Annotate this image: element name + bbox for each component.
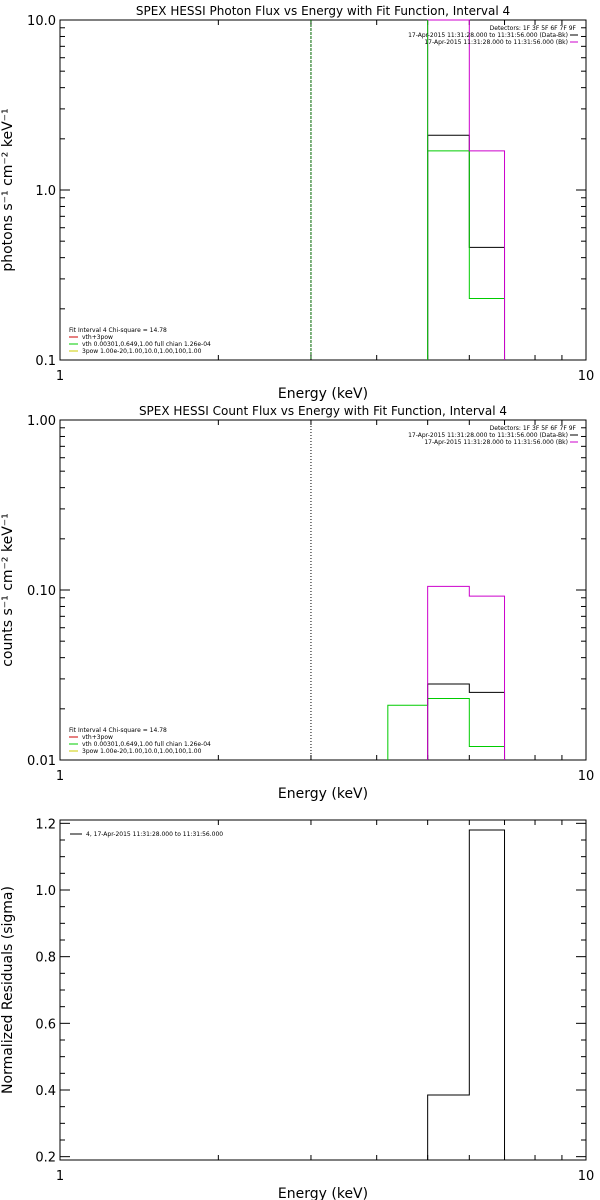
y-tick-label: 0.1	[35, 354, 56, 369]
series-1-histogram	[387, 698, 506, 760]
chart-title: SPEX HESSI Photon Flux vs Energy with Fi…	[136, 4, 510, 18]
x-tick-label: 10	[578, 769, 595, 784]
y-axis-label: photons s⁻¹ cm⁻² keV⁻¹	[0, 108, 16, 271]
y-tick-label: 1.00	[27, 414, 56, 429]
y-tick-label: 0.10	[27, 584, 56, 599]
legend-entry: 4, 17-Apr-2015 11:31:28.000 to 11:31:56.…	[86, 831, 223, 838]
y-tick-label: 1.2	[35, 817, 56, 832]
legend-entry: vth 0.00301,0.649,1.00 full chian 1.26e-…	[82, 341, 211, 348]
panel-1	[59, 19, 587, 361]
plot-frame	[59, 419, 587, 761]
y-axis-label: counts s⁻¹ cm⁻² keV⁻¹	[0, 513, 16, 667]
legend-entry: vth+3pow	[82, 334, 113, 341]
legend-header: Fit Interval 4 Chi-square = 14.78	[69, 727, 167, 734]
y-axis-label: Normalized Residuals (sigma)	[0, 886, 16, 1094]
x-tick-label: 1	[56, 369, 64, 384]
y-tick-label: 0.01	[27, 754, 56, 769]
y-tick-label: 10.0	[27, 14, 56, 29]
chart-title: SPEX HESSI Count Flux vs Energy with Fit…	[139, 404, 507, 418]
legend-header: Detectors: 1F 3F 5F 6F 7F 9F	[490, 425, 577, 432]
x-tick-label: 1	[56, 769, 64, 784]
x-tick-label: 1	[56, 1169, 64, 1184]
legend-header: Detectors: 1F 3F 5F 6F 7F 9F	[490, 25, 577, 32]
y-tick-label: 0.6	[35, 1017, 56, 1032]
series-2-histogram	[427, 150, 506, 360]
legend-header: Fit Interval 4 Chi-square = 14.78	[69, 327, 167, 334]
legend-entry: 3pow 1.00e-20,1.00,10.0,1.00,100,1.00	[82, 748, 202, 755]
y-tick-label: 1.0	[35, 184, 56, 199]
panel-2	[59, 419, 587, 761]
legend-entry: 17-Apr-2015 11:31:28.000 to 11:31:56.000…	[408, 432, 568, 439]
legend-entry: vth+3pow	[82, 734, 113, 741]
series-1-histogram	[427, 829, 506, 1160]
y-tick-label: 0.2	[35, 1151, 56, 1166]
legend-entry: 3pow 1.00e-20,1.00,10.0,1.00,100,1.00	[82, 348, 202, 355]
x-tick-label: 10	[578, 1169, 595, 1184]
series-2-histogram	[427, 683, 506, 760]
legend-entry: 17-Apr-2015 11:31:28.000 to 11:31:56.000…	[424, 39, 568, 46]
legend-entry: vth 0.00301,0.649,1.00 full chian 1.26e-…	[82, 741, 211, 748]
y-tick-label: 0.4	[35, 1084, 56, 1099]
x-axis-label: Energy (keV)	[278, 1186, 368, 1200]
legend-entry: 17-Apr-2015 11:31:28.000 to 11:31:56.000…	[408, 32, 568, 39]
plot-frame	[59, 819, 587, 1161]
x-axis-label: Energy (keV)	[278, 386, 368, 402]
x-axis-label: Energy (keV)	[278, 786, 368, 802]
y-tick-label: 0.8	[35, 951, 56, 966]
plot-frame	[59, 19, 587, 361]
legend-entry: 17-Apr-2015 11:31:28.000 to 11:31:56.000…	[424, 439, 568, 446]
series-1-histogram	[427, 134, 506, 360]
series-3-histogram	[427, 585, 506, 760]
panel-3	[59, 819, 587, 1161]
x-tick-label: 10	[578, 369, 595, 384]
y-tick-label: 1.0	[35, 884, 56, 899]
series-3-histogram	[427, 19, 506, 360]
